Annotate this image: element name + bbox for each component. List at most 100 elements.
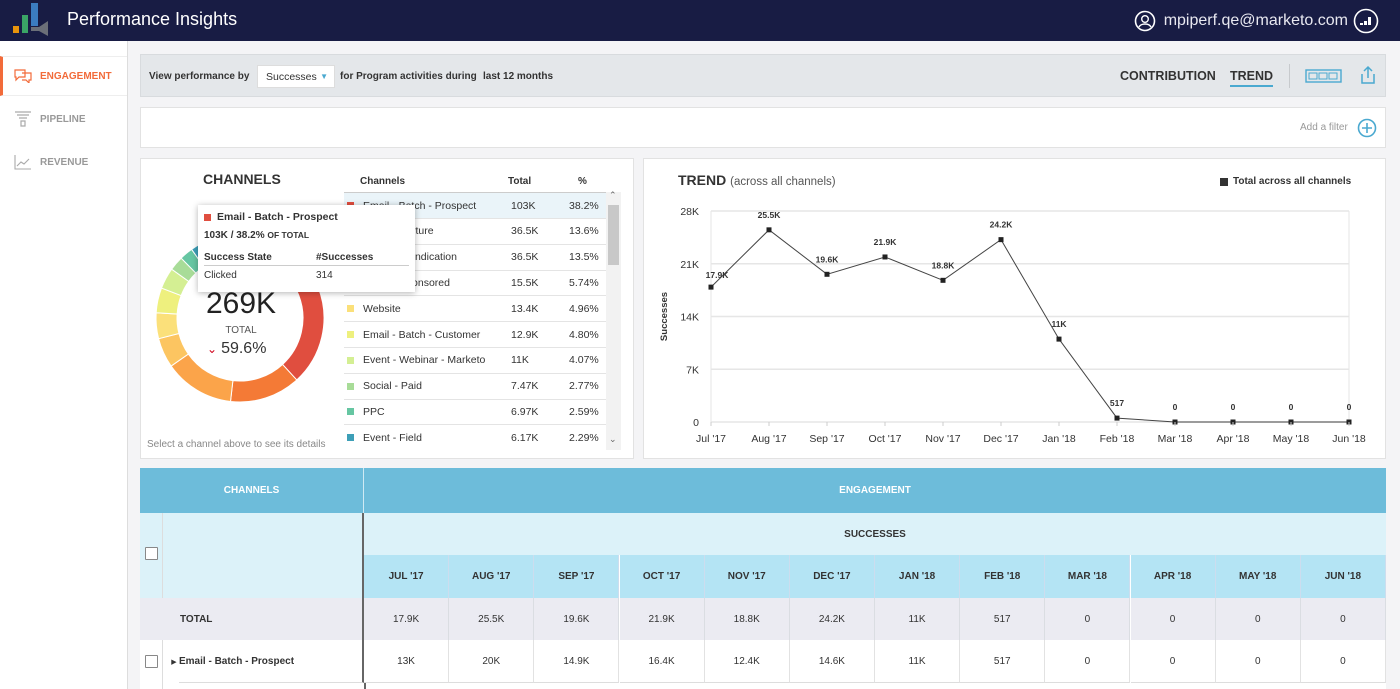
data-point[interactable] xyxy=(766,227,772,233)
share-export-icon[interactable] xyxy=(1360,65,1376,85)
col-pct[interactable]: % xyxy=(578,176,587,187)
data-point[interactable] xyxy=(1114,415,1120,421)
legend-swatch xyxy=(347,434,354,442)
channel-total: 13.4K xyxy=(511,302,539,315)
change-value: 59.6% xyxy=(221,340,267,357)
row-checkbox[interactable] xyxy=(145,655,158,668)
total-cell: 21.9K xyxy=(619,598,705,640)
channels-title: CHANNELS xyxy=(203,171,281,187)
add-filter-label[interactable]: Add a filter xyxy=(1300,122,1348,133)
channel-pct: 13.6% xyxy=(569,225,599,238)
total-cell: 0 xyxy=(1300,598,1386,640)
donut-slice[interactable] xyxy=(229,363,298,403)
trend-title: TREND (across all channels) xyxy=(678,172,836,188)
month-header[interactable]: NOV '17 xyxy=(704,555,790,598)
month-header[interactable]: AUG '17 xyxy=(449,555,535,598)
sidebar-item-revenue[interactable]: REVENUE xyxy=(0,142,127,182)
channels-scrollbar[interactable]: ⌃ ⌄ xyxy=(606,190,621,450)
select-all-checkbox[interactable] xyxy=(145,547,158,560)
data-cell: 20K xyxy=(449,640,535,683)
trend-line-chart[interactable]: 0 7K 14K 21K 28K Successes 17.9K Jul '17 25.5K Au… xyxy=(644,159,1385,458)
app-logo-icon xyxy=(13,3,48,36)
tooltip-count: 314 xyxy=(316,270,333,281)
x-tick-label: Apr '18 xyxy=(1217,433,1250,445)
x-tick-label: Feb '18 xyxy=(1100,433,1135,445)
data-cell: 0 xyxy=(1045,640,1131,683)
month-header[interactable]: MAR '18 xyxy=(1045,555,1131,598)
caret-down-icon: ▼ xyxy=(320,72,328,81)
col-channels[interactable]: Channels xyxy=(360,176,406,187)
data-label: 0 xyxy=(1347,402,1352,412)
user-menu[interactable]: mpiperf.qe@marketo.com xyxy=(1134,10,1348,32)
month-header[interactable]: JUN '18 xyxy=(1300,555,1386,598)
channel-row[interactable]: Social - Paid 7.47K 2.77% xyxy=(344,374,606,400)
channels-table-header: Channels Total % xyxy=(344,176,606,193)
y-tick-label: 28K xyxy=(680,206,699,218)
data-point[interactable] xyxy=(940,277,946,283)
data-cell: 0 xyxy=(1130,640,1216,683)
scrollbar-thumb[interactable] xyxy=(608,205,619,265)
channel-pct: 13.5% xyxy=(569,251,599,264)
month-header[interactable]: JUL '17 xyxy=(364,555,450,598)
filter-bar: Add a filter xyxy=(140,107,1386,148)
donut-slice[interactable] xyxy=(170,353,234,403)
scroll-down-icon[interactable]: ⌄ xyxy=(609,434,617,444)
month-header[interactable]: OCT '17 xyxy=(619,555,705,598)
expand-caret-icon[interactable]: ▶ xyxy=(171,658,177,666)
period-label[interactable]: last 12 months xyxy=(483,71,554,82)
tab-contribution[interactable]: CONTRIBUTION xyxy=(1120,69,1216,83)
sidebar-item-engagement[interactable]: ENGAGEMENT xyxy=(0,56,127,96)
data-point[interactable] xyxy=(882,254,888,260)
funnel-icon xyxy=(15,111,31,127)
table-layout-icon[interactable] xyxy=(1305,69,1343,83)
total-change: ⌄ 59.6% xyxy=(207,340,266,358)
app-title: Performance Insights xyxy=(67,9,238,29)
chart-legend[interactable]: Total across all channels xyxy=(1220,176,1351,187)
donut-slice[interactable] xyxy=(155,312,180,340)
legend-swatch xyxy=(347,331,354,338)
marketo-logo-icon[interactable] xyxy=(1353,8,1379,34)
channel-pct: 2.59% xyxy=(569,405,599,418)
y-tick-label: 0 xyxy=(693,417,699,429)
month-header[interactable]: MAY '18 xyxy=(1215,555,1301,598)
metric-select[interactable]: Successes ▼ xyxy=(257,65,335,88)
channel-row[interactable]: PPC 6.97K 2.59% xyxy=(344,399,606,426)
channel-row[interactable]: Email - Batch - Customer 12.9K 4.80% xyxy=(344,322,606,348)
month-header[interactable]: SEP '17 xyxy=(534,555,620,598)
channel-row[interactable]: Event - Webinar - Marketo 11K 4.07% xyxy=(344,348,606,374)
channel-total: 12.9K xyxy=(511,328,539,341)
data-cell: 517 xyxy=(960,640,1046,683)
data-label: 0 xyxy=(1231,402,1236,412)
divider xyxy=(1289,64,1290,88)
data-cell: 0 xyxy=(1300,640,1386,683)
y-tick-label: 14K xyxy=(680,312,699,324)
tab-trend[interactable]: TREND xyxy=(1230,69,1274,87)
sidebar-item-label: ENGAGEMENT xyxy=(40,70,112,82)
channel-row[interactable]: Event - Field 6.17K 2.29% xyxy=(344,425,606,450)
data-label: 517 xyxy=(1110,398,1124,408)
data-point[interactable] xyxy=(998,237,1004,243)
col-total[interactable]: Total xyxy=(508,176,532,187)
month-header[interactable]: APR '18 xyxy=(1130,555,1216,598)
month-header[interactable]: JAN '18 xyxy=(875,555,961,598)
sidebar-item-pipeline[interactable]: PIPELINE xyxy=(0,99,127,139)
data-point[interactable] xyxy=(1056,336,1062,342)
month-header[interactable]: DEC '17 xyxy=(789,555,875,598)
col-header-channels[interactable]: CHANNELS xyxy=(140,468,364,513)
user-icon xyxy=(1134,10,1155,32)
channel-pct: 38.2% xyxy=(569,199,599,212)
scroll-up-icon[interactable]: ⌃ xyxy=(609,190,617,200)
total-value: 269K xyxy=(205,287,277,320)
data-point[interactable] xyxy=(708,284,714,290)
x-tick-label: Jul '17 xyxy=(696,433,726,445)
column-divider xyxy=(364,683,366,689)
data-point[interactable] xyxy=(824,271,830,277)
month-header[interactable]: FEB '18 xyxy=(960,555,1046,598)
legend-swatch xyxy=(347,356,354,364)
channel-row[interactable]: Website 13.4K 4.96% xyxy=(344,296,606,323)
total-cell: 17.9K xyxy=(364,598,450,640)
add-filter-plus-icon[interactable] xyxy=(1357,118,1377,138)
row-channel-name[interactable]: Email - Batch - Prospect xyxy=(179,640,364,683)
total-cell: 517 xyxy=(960,598,1046,640)
x-tick-label: Mar '18 xyxy=(1158,433,1193,445)
